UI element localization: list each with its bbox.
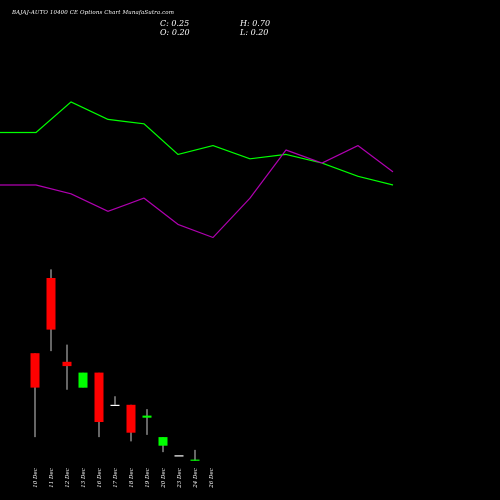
candle-body-10: [174, 455, 184, 457]
x-tick-label: 19 Dec: [145, 468, 151, 488]
high-label: H:: [240, 19, 250, 28]
candle-body-8: [142, 415, 152, 418]
x-tick-label: 17 Dec: [113, 468, 119, 488]
candle-body-11: [190, 459, 200, 461]
chart-title: BAJAJ-AUTO 10400 CE Options Chart Munafa…: [12, 10, 175, 16]
x-tick-label: 26 Dec: [209, 468, 215, 489]
candle-body-6: [110, 404, 120, 406]
close-value: 0.25: [171, 19, 190, 28]
candle-body-2: [46, 278, 56, 330]
low-label: L:: [240, 28, 249, 37]
x-tick-label: 16 Dec: [97, 468, 103, 488]
open-label: O:: [160, 28, 170, 37]
close-label: C:: [160, 19, 169, 28]
x-tick-label: 10 Dec: [33, 468, 39, 488]
candle-body-7: [126, 404, 136, 433]
high-readout: H: 0.70: [240, 19, 270, 28]
open-readout: O: 0.20: [160, 28, 190, 37]
candle-body-4: [78, 372, 88, 388]
x-tick-label: 13 Dec: [81, 468, 87, 488]
x-tick-label: 18 Dec: [129, 468, 135, 488]
x-tick-label: 23 Dec: [177, 468, 183, 489]
candle-body-5: [94, 372, 104, 422]
open-value: 0.20: [171, 28, 190, 37]
x-tick-label: 11 Dec: [49, 468, 55, 488]
candle-body-3: [62, 361, 72, 367]
x-tick-label: 12 Dec: [65, 468, 71, 488]
high-value: 0.70: [252, 19, 271, 28]
x-tick-label: 24 Dec: [193, 468, 199, 489]
candle-body-9: [158, 437, 168, 446]
low-value: 0.20: [250, 28, 269, 37]
close-readout: C: 0.25: [160, 19, 189, 28]
low-readout: L: 0.20: [240, 28, 268, 37]
line-series-1: [0, 101, 394, 186]
x-tick-label: 20 Dec: [161, 468, 167, 489]
line-series-2: [0, 145, 394, 239]
candle-body-1: [30, 353, 40, 388]
